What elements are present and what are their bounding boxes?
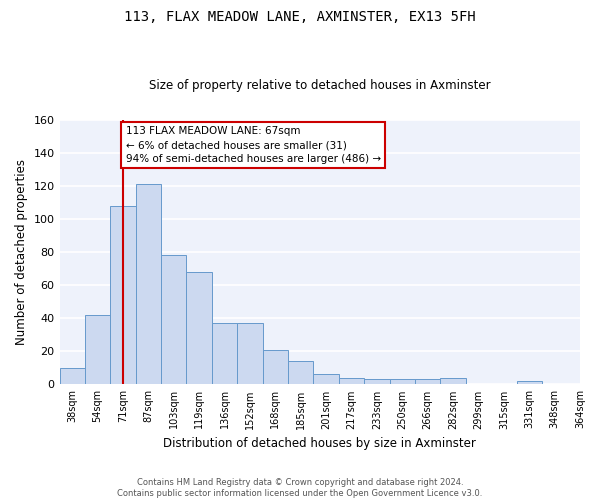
Title: Size of property relative to detached houses in Axminster: Size of property relative to detached ho… <box>149 79 491 92</box>
Bar <box>339 378 364 384</box>
Bar <box>85 315 110 384</box>
Bar <box>415 380 440 384</box>
Bar <box>288 362 313 384</box>
Bar <box>161 256 187 384</box>
Bar <box>364 380 389 384</box>
Bar <box>59 368 85 384</box>
Text: Contains HM Land Registry data © Crown copyright and database right 2024.
Contai: Contains HM Land Registry data © Crown c… <box>118 478 482 498</box>
Bar <box>136 184 161 384</box>
Text: 113 FLAX MEADOW LANE: 67sqm
← 6% of detached houses are smaller (31)
94% of semi: 113 FLAX MEADOW LANE: 67sqm ← 6% of deta… <box>125 126 380 164</box>
Bar <box>212 323 237 384</box>
Bar <box>187 272 212 384</box>
Bar <box>313 374 339 384</box>
Bar <box>237 323 263 384</box>
X-axis label: Distribution of detached houses by size in Axminster: Distribution of detached houses by size … <box>163 437 476 450</box>
Bar <box>517 381 542 384</box>
Bar <box>110 206 136 384</box>
Bar <box>440 378 466 384</box>
Y-axis label: Number of detached properties: Number of detached properties <box>15 159 28 345</box>
Text: 113, FLAX MEADOW LANE, AXMINSTER, EX13 5FH: 113, FLAX MEADOW LANE, AXMINSTER, EX13 5… <box>124 10 476 24</box>
Bar <box>263 350 288 384</box>
Bar <box>389 380 415 384</box>
